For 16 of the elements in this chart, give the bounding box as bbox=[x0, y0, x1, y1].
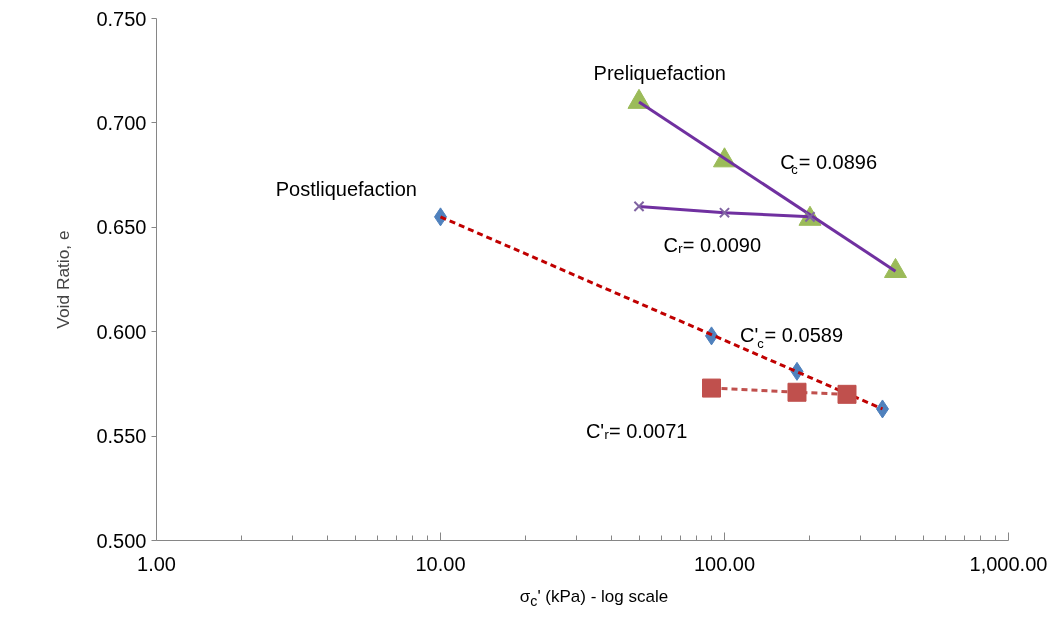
annotation: Preliquefaction bbox=[593, 61, 726, 84]
y-axis-title: Void Ratio, e bbox=[53, 230, 74, 329]
x-tick-label: 1.00 bbox=[137, 552, 176, 575]
annotation: Postliquefaction bbox=[275, 177, 417, 200]
y-tick-label: 0.550 bbox=[96, 425, 147, 448]
annotation: C'ᵣ= 0.0071 bbox=[585, 419, 688, 442]
x-tick-label: 10.00 bbox=[415, 552, 466, 575]
y-tick-label: 0.750 bbox=[96, 7, 147, 30]
y-tick-label: 0.700 bbox=[96, 111, 147, 134]
x-tick-label: 100.00 bbox=[693, 552, 756, 575]
y-tick-label: 0.650 bbox=[96, 216, 147, 239]
y-tick-label: 0.500 bbox=[96, 529, 147, 552]
y-tick-label: 0.600 bbox=[96, 320, 147, 343]
annotation: Cᵣ= 0.0090 bbox=[663, 234, 762, 257]
x-axis-title: σ$_{c}$' (kPa) - log scale bbox=[519, 586, 669, 612]
x-tick-label: 1,000.00 bbox=[969, 552, 1048, 575]
